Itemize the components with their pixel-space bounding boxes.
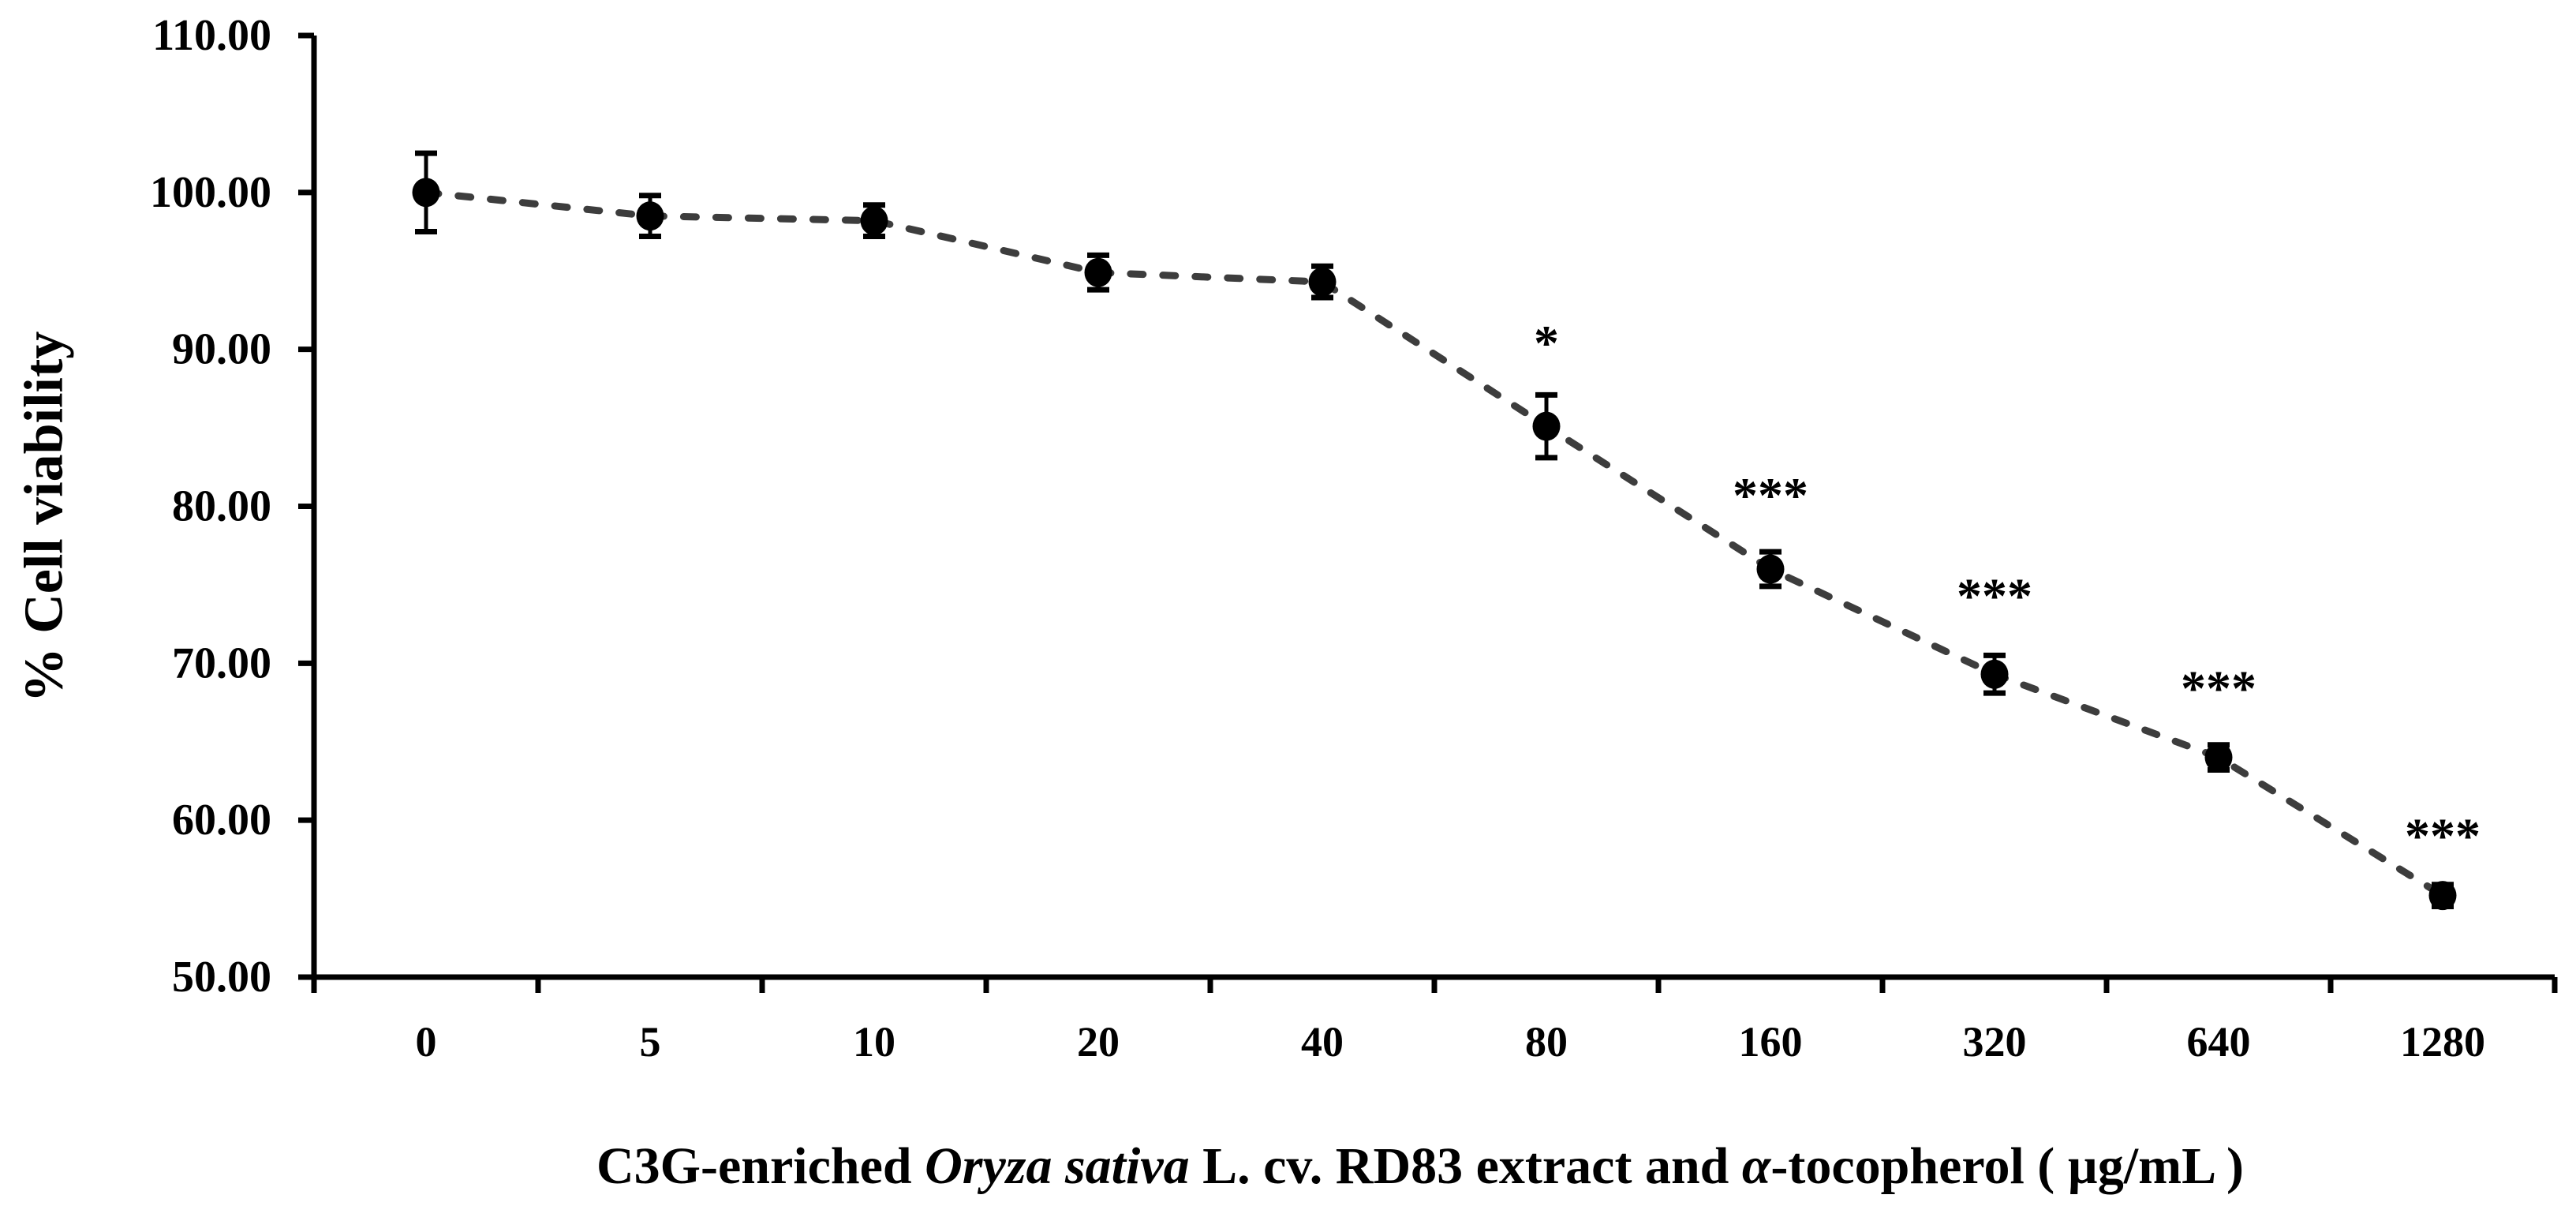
- significance-annotation: ***: [1733, 467, 1808, 523]
- y-tick-label: 70.00: [172, 639, 271, 687]
- x-tick-label: 80: [1525, 1018, 1568, 1066]
- data-point-marker: [1532, 411, 1561, 441]
- significance-annotation: ***: [2181, 661, 2256, 717]
- x-axis-title: C3G-enriched Oryza sativa L. cv. RD83 ex…: [596, 1137, 2244, 1195]
- y-tick-label: 50.00: [172, 953, 271, 1002]
- x-tick-label: 20: [1077, 1018, 1120, 1066]
- data-point-marker: [1084, 257, 1112, 287]
- data-point-marker: [1308, 267, 1337, 297]
- y-tick-label: 60.00: [172, 796, 271, 845]
- series-dashed-line: [422, 189, 2447, 900]
- significance-annotation: *: [1534, 315, 1559, 371]
- y-axis-title: % Cell viability: [14, 331, 75, 703]
- data-point-marker: [860, 206, 888, 236]
- data-point-marker: [412, 178, 440, 208]
- data-point-marker: [2428, 881, 2457, 911]
- y-tick-label: 100.00: [150, 168, 271, 217]
- x-tick-label: 160: [1739, 1018, 1803, 1066]
- significance-annotation: ***: [2405, 808, 2481, 864]
- x-tick-label: 5: [640, 1018, 661, 1066]
- data-point-marker: [636, 201, 664, 231]
- y-tick-label: 90.00: [172, 325, 271, 374]
- data-point-marker: [2204, 743, 2233, 773]
- y-tick-label: 80.00: [172, 482, 271, 531]
- x-tick-label: 640: [2187, 1018, 2251, 1066]
- y-tick-label: 110.00: [152, 11, 271, 60]
- x-tick-label: 1280: [2400, 1018, 2485, 1066]
- significance-annotation: ***: [1957, 567, 2032, 624]
- data-point-marker: [1756, 554, 1785, 584]
- data-point-marker: [1980, 659, 2009, 689]
- x-tick-label: 0: [416, 1018, 437, 1066]
- x-tick-label: 320: [1963, 1018, 2027, 1066]
- x-tick-label: 40: [1301, 1018, 1344, 1066]
- x-tick-label: 10: [853, 1018, 895, 1066]
